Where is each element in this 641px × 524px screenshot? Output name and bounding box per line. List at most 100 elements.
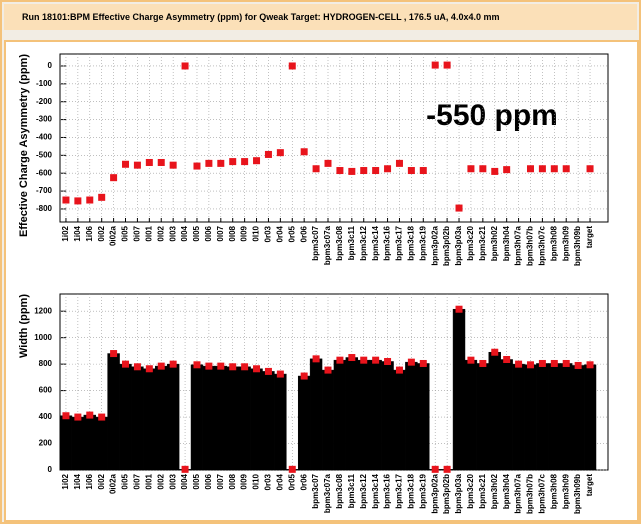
- x-tick-label: 0l07: [216, 473, 225, 489]
- x-tick-label: bpm3c16: [383, 473, 392, 508]
- marker: [336, 167, 344, 175]
- marker: [169, 161, 177, 169]
- bar-marker: [253, 365, 261, 373]
- marker: [312, 165, 320, 173]
- bar-marker: [407, 358, 415, 366]
- x-tick-label: bpm3h07c: [538, 473, 547, 513]
- bar: [393, 369, 406, 471]
- bar: [59, 415, 73, 471]
- marker: [419, 167, 427, 175]
- bar: [345, 357, 359, 471]
- x-tick-label: bpm3c07a: [323, 225, 332, 265]
- bar: [119, 363, 132, 471]
- x-tick-label: bpm3c12: [359, 473, 368, 508]
- bar: [190, 364, 204, 471]
- bar: [512, 363, 525, 471]
- x-tick-label: 1i04: [73, 473, 82, 489]
- bar-marker: [288, 465, 296, 473]
- x-tick-label: bpm3h09: [561, 473, 570, 509]
- bar: [297, 375, 311, 471]
- y-axis-title: Effective Charge Asymmetry (ppm): [18, 54, 30, 237]
- x-tick-label: bpm3h07b: [526, 474, 535, 514]
- bar-marker: [574, 361, 582, 369]
- x-tick-label: bpm3h07a: [514, 225, 523, 265]
- bar: [536, 363, 549, 471]
- bar-marker: [479, 359, 487, 367]
- x-tick-label: 0i07: [133, 225, 142, 241]
- marker: [276, 149, 284, 157]
- y-tick-label: -300: [36, 115, 53, 124]
- y-tick-label: -200: [36, 97, 53, 106]
- bar-marker: [74, 413, 82, 421]
- x-tick-label: 0l08: [228, 473, 237, 489]
- bar: [107, 353, 120, 471]
- y-tick-label: 600: [39, 386, 53, 395]
- x-tick-label: 1i02: [61, 225, 70, 241]
- bar-marker: [276, 370, 284, 378]
- plot-frame: [59, 53, 609, 223]
- marker: [253, 157, 261, 165]
- bar-marker: [562, 359, 570, 367]
- marker: [181, 62, 189, 70]
- x-tick-label: 0i05: [121, 225, 130, 241]
- bar-marker: [419, 359, 427, 367]
- bar-marker: [336, 356, 344, 364]
- bar: [166, 363, 180, 471]
- x-tick-label: 0r03: [264, 473, 273, 490]
- y-tick-label: -100: [36, 79, 53, 88]
- header-title: Run 18101:BPM Effective Charge Asymmetry…: [4, 4, 637, 30]
- x-tick-label: 0r05: [287, 473, 296, 490]
- bar-marker: [193, 361, 201, 369]
- x-tick-label: bpm3h07c: [538, 225, 547, 265]
- x-tick-label: 0l10: [252, 225, 261, 241]
- x-tick-label: 0l08: [228, 225, 237, 241]
- x-tick-label: bpm3c08: [335, 225, 344, 260]
- y-tick-label: -700: [36, 186, 53, 195]
- bar-marker: [229, 363, 237, 371]
- bar: [560, 363, 573, 471]
- bar: [202, 365, 216, 471]
- bar: [238, 366, 251, 471]
- marker: [264, 150, 272, 158]
- x-tick-label: bpm3c07a: [323, 473, 332, 513]
- marker: [384, 165, 392, 173]
- bar: [464, 359, 478, 471]
- y-tick-label: -500: [36, 150, 53, 159]
- bar-marker: [217, 362, 225, 370]
- bar-marker: [62, 412, 70, 420]
- x-tick-label: bpm3h07b: [526, 226, 535, 266]
- x-tick-label: 0l09: [240, 225, 249, 241]
- marker: [491, 167, 499, 175]
- x-tick-label: 0i07: [133, 473, 142, 489]
- x-tick-label: 0i05: [121, 473, 130, 489]
- x-tick-label: bpm3p03a: [454, 225, 463, 265]
- x-tick-label: bpm3h04: [502, 225, 511, 261]
- bar-marker: [348, 354, 356, 362]
- x-tick-label: 0l06: [204, 225, 213, 241]
- bar: [155, 365, 168, 471]
- x-tick-label: 0l05: [192, 225, 201, 241]
- x-tick-label: bpm3p03a: [454, 473, 463, 513]
- bar: [214, 365, 228, 471]
- x-tick-label: bpm3h09b: [573, 226, 582, 266]
- bar: [524, 364, 537, 471]
- x-tick-label: bpm3c20: [466, 225, 475, 260]
- bar: [321, 369, 335, 471]
- bar: [405, 361, 418, 471]
- bar-marker: [264, 367, 272, 375]
- x-tick-label: bpm3h09: [561, 225, 570, 261]
- x-tick-label: target: [585, 474, 594, 497]
- y-tick-label: 800: [39, 359, 53, 368]
- marker: [348, 167, 356, 175]
- bar-marker: [122, 360, 130, 368]
- bar: [274, 373, 287, 471]
- bar: [476, 363, 490, 471]
- x-tick-label: 0r03: [264, 225, 273, 242]
- bar: [226, 366, 239, 471]
- bar: [488, 351, 501, 471]
- x-tick-label: bpm3h02: [490, 473, 499, 509]
- marker: [372, 167, 380, 175]
- marker: [205, 159, 213, 167]
- marker: [586, 165, 594, 173]
